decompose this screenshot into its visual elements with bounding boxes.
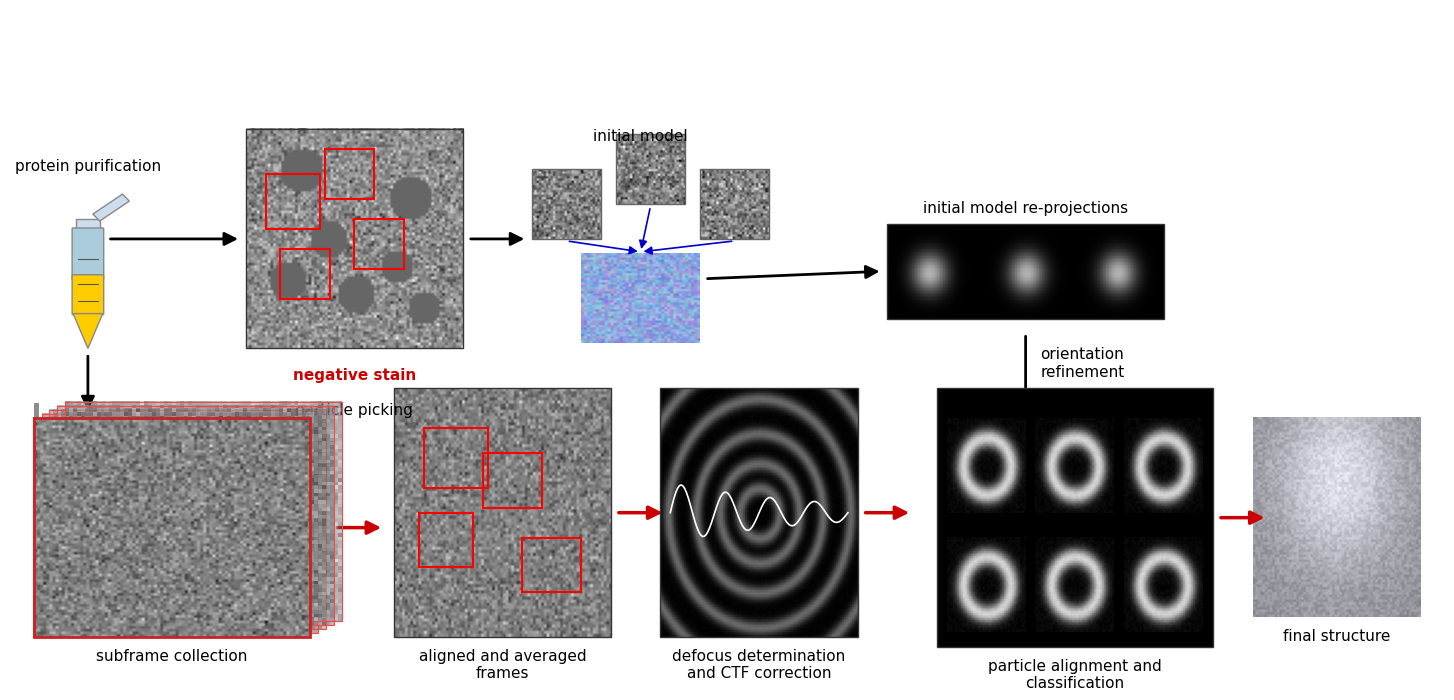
Bar xyxy=(532,169,601,239)
Bar xyxy=(394,389,611,637)
Bar xyxy=(423,428,487,488)
Bar xyxy=(65,402,342,621)
Text: defocus determination
and CTF correction: defocus determination and CTF correction xyxy=(673,649,846,682)
Bar xyxy=(57,406,333,625)
Text: particle alignment and
classification: particle alignment and classification xyxy=(989,659,1162,692)
Text: orientation
refinement: orientation refinement xyxy=(1041,347,1125,379)
Polygon shape xyxy=(73,314,103,349)
Text: subframe collection: subframe collection xyxy=(96,649,247,664)
Text: negative stain: negative stain xyxy=(292,368,416,384)
Bar xyxy=(660,389,858,637)
Text: initial model re-projections: initial model re-projections xyxy=(923,201,1128,216)
Bar xyxy=(33,418,310,637)
Text: particle picking: particle picking xyxy=(295,403,413,418)
Bar xyxy=(355,219,404,269)
Bar xyxy=(887,224,1163,318)
Bar xyxy=(699,169,769,239)
Bar xyxy=(281,249,330,299)
Bar xyxy=(246,130,462,349)
Bar xyxy=(76,219,100,229)
Bar xyxy=(616,134,685,204)
Text: aligned and averaged
frames: aligned and averaged frames xyxy=(419,649,586,682)
Text: protein purification: protein purification xyxy=(15,159,161,174)
Text: initial model: initial model xyxy=(593,130,688,144)
Polygon shape xyxy=(93,194,129,221)
Bar xyxy=(266,174,320,229)
Bar xyxy=(49,410,326,629)
Bar xyxy=(33,418,310,637)
Bar xyxy=(483,453,542,508)
Bar xyxy=(42,414,318,633)
Text: cryo-EM: cryo-EM xyxy=(58,428,121,443)
FancyBboxPatch shape xyxy=(73,228,103,280)
Bar xyxy=(324,149,374,199)
Text: final structure: final structure xyxy=(1282,629,1390,644)
FancyBboxPatch shape xyxy=(73,275,103,314)
Bar xyxy=(936,389,1213,647)
Bar xyxy=(419,512,473,568)
Bar xyxy=(522,538,582,592)
